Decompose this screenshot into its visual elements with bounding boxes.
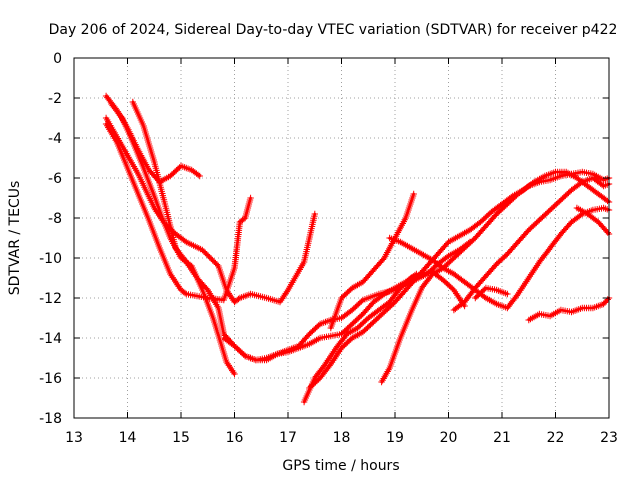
- y-tick-label: -12: [39, 291, 62, 307]
- chart-title: Day 206 of 2024, Sidereal Day-to-day VTE…: [49, 22, 618, 38]
- series-markers: [102, 120, 254, 304]
- y-tick-label: 0: [53, 51, 62, 67]
- series-markers: [573, 204, 613, 238]
- series-markers: [327, 190, 417, 332]
- series-arc-2: [102, 114, 318, 306]
- series-arc-11: [386, 204, 613, 312]
- x-tick-label: 18: [333, 430, 351, 446]
- series-arc-9: [327, 190, 417, 332]
- series-arc-7: [300, 268, 468, 406]
- x-tick-label: 17: [279, 430, 297, 446]
- series-markers: [300, 268, 468, 406]
- series-arc-3: [102, 120, 254, 304]
- y-tick-label: -14: [39, 331, 62, 347]
- series-markers: [378, 168, 613, 386]
- series-arc-15: [525, 294, 613, 324]
- y-tick-label: -6: [48, 171, 62, 187]
- y-axis-label: SDTVAR / TECUs: [7, 181, 23, 296]
- x-axis-label: GPS time / hours: [282, 458, 399, 474]
- y-tick-label: -18: [39, 411, 62, 427]
- x-tick-label: 13: [65, 430, 83, 446]
- x-tick-label: 23: [600, 430, 618, 446]
- series-markers: [472, 284, 511, 302]
- y-tick-label: -2: [48, 91, 62, 107]
- series-trace: [302, 270, 466, 404]
- x-tick-label: 21: [493, 430, 511, 446]
- x-tick-label: 14: [119, 430, 137, 446]
- series-arc-10: [378, 168, 613, 386]
- x-tick-label: 22: [547, 430, 565, 446]
- series-arc-12: [450, 174, 613, 314]
- ticks: 13 14 15 16 17 18 19 20 21 22 23 0 -2 -4 -6 -8 -10 -12 -14…: [39, 51, 618, 446]
- y-tick-label: -10: [39, 251, 62, 267]
- series-trace: [329, 192, 416, 330]
- x-tick-label: 20: [440, 430, 458, 446]
- y-tick-label: -4: [48, 131, 62, 147]
- series-arc-14: [573, 204, 613, 238]
- series-markers: [525, 294, 613, 324]
- x-tick-label: 15: [172, 430, 190, 446]
- series-markers: [386, 204, 613, 312]
- y-tick-label: -16: [39, 371, 62, 387]
- x-tick-label: 19: [386, 430, 404, 446]
- series-arc-13: [472, 284, 511, 302]
- x-tick-label: 16: [226, 430, 244, 446]
- series-markers: [450, 174, 613, 314]
- series-group: [102, 92, 613, 406]
- y-tick-label: -8: [48, 211, 62, 227]
